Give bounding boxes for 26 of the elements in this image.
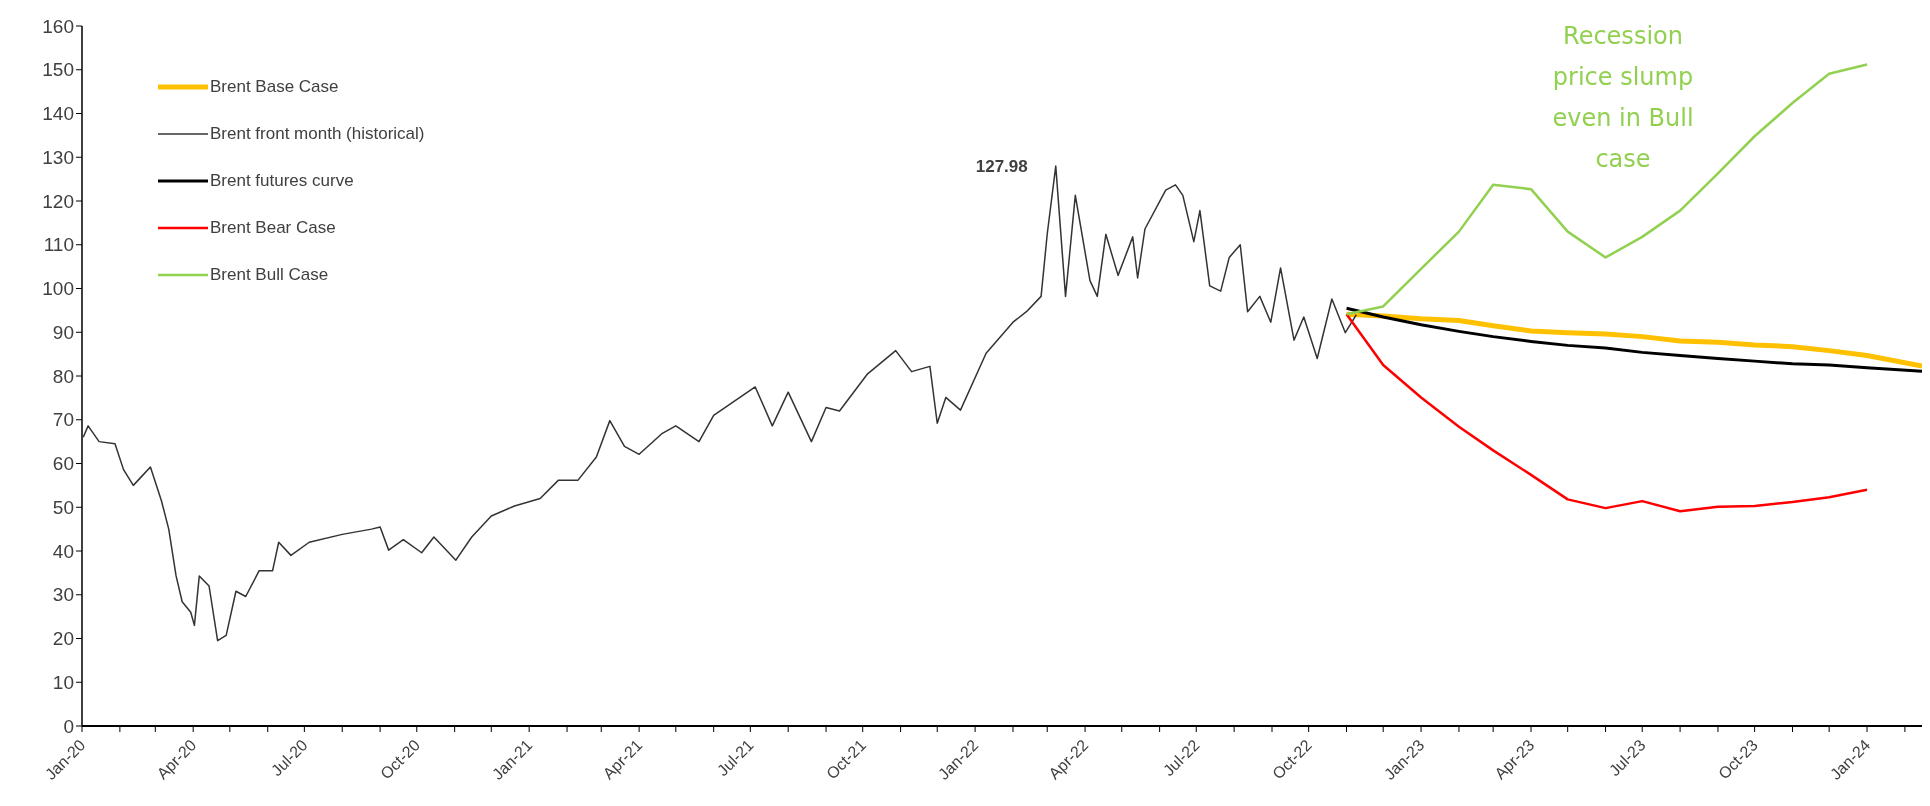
- y-tick-label: 140: [42, 103, 74, 125]
- legend-label: Brent Base Case: [210, 76, 339, 97]
- annotation: Recession price slump even in Bull case: [1551, 21, 1695, 175]
- y-tick-label: 0: [63, 715, 74, 737]
- y-tick-label: 70: [52, 409, 74, 431]
- y-tick-label: 160: [42, 15, 74, 37]
- y-tick-label: 50: [52, 496, 74, 518]
- legend-label: Brent futures curve: [210, 170, 354, 191]
- legend-label: Brent Bear Case: [210, 217, 336, 238]
- y-tick-label: 130: [42, 146, 74, 168]
- y-tick-label: 90: [52, 321, 74, 343]
- y-tick-label: 10: [52, 671, 74, 693]
- y-tick-label: 30: [52, 584, 74, 606]
- line-series: [1345, 63, 1869, 316]
- y-tick-label: 120: [42, 190, 74, 212]
- y-tick-label: 20: [52, 628, 74, 650]
- y-tick-label: 40: [52, 540, 74, 562]
- legend-label: Brent Bull Case: [210, 264, 329, 285]
- legend-label: Brent front month (historical): [210, 123, 425, 144]
- annotation: 127.98: [975, 157, 1028, 177]
- y-tick-label: 110: [43, 234, 74, 256]
- y-tick-label: 150: [42, 59, 74, 81]
- y-tick-label: 100: [42, 278, 74, 300]
- y-tick-label: 60: [52, 453, 74, 475]
- y-tick-label: 80: [52, 365, 74, 387]
- line-series: [1345, 313, 1869, 513]
